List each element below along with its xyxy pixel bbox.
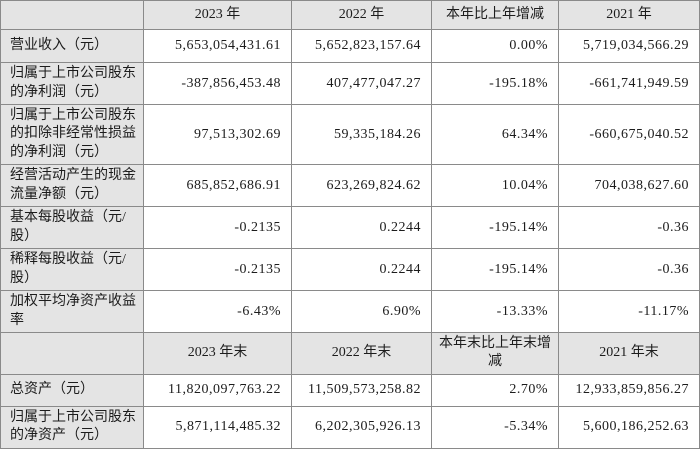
table-row-operating-cash-flow: 经营活动产生的现金流量净额（元） 685,852,686.91 623,269,… <box>0 164 700 208</box>
value-2023: 5,653,054,431.61 <box>143 29 292 63</box>
value-2023: -6.43% <box>143 290 292 334</box>
value-2022: 623,269,824.62 <box>291 164 432 208</box>
table-row-net-assets: 归属于上市公司股东的净资产（元） 5,871,114,485.32 6,202,… <box>0 405 700 449</box>
value-2023: 97,513,302.69 <box>143 103 292 166</box>
column-header-2022: 2022 年 <box>291 0 432 30</box>
value-change: -195.14% <box>431 206 559 250</box>
value-2022: 6.90% <box>291 290 432 334</box>
value-change: -13.33% <box>431 290 559 334</box>
period-end-header-row: 2023 年末 2022 年末 本年末比上年末增减 2021 年末 <box>0 332 700 375</box>
table-row-basic-eps: 基本每股收益（元/股） -0.2135 0.2244 -195.14% -0.3… <box>0 206 700 250</box>
table-row-total-assets: 总资产（元） 11,820,097,763.22 11,509,573,258.… <box>0 373 700 407</box>
value-2023: 685,852,686.91 <box>143 164 292 208</box>
table-row-revenue: 营业收入（元） 5,653,054,431.61 5,652,823,157.6… <box>0 29 700 63</box>
value-2021: 12,933,859,856.27 <box>558 373 700 407</box>
column-header-2023-end: 2023 年末 <box>143 332 292 375</box>
value-2021: 5,600,186,252.63 <box>558 405 700 449</box>
row-label: 稀释每股收益（元/股） <box>0 248 144 292</box>
value-change: 0.00% <box>431 29 559 63</box>
value-2021: -661,741,949.59 <box>558 62 700 105</box>
value-2021: -11.17% <box>558 290 700 334</box>
value-2022: 5,652,823,157.64 <box>291 29 432 63</box>
table-row-net-profit-excl-nonrecurring: 归属于上市公司股东的扣除非经常性损益的净利润（元） 97,513,302.69 … <box>0 103 700 166</box>
column-header-yoy-change: 本年比上年增减 <box>431 0 559 30</box>
row-label: 归属于上市公司股东的净利润（元） <box>0 62 144 105</box>
value-2021: -660,675,040.52 <box>558 103 700 166</box>
row-label: 归属于上市公司股东的扣除非经常性损益的净利润（元） <box>0 103 144 166</box>
table-row-weighted-avg-roe: 加权平均净资产收益率 -6.43% 6.90% -13.33% -11.17% <box>0 290 700 334</box>
corner-cell <box>0 332 144 375</box>
value-change: -5.34% <box>431 405 559 449</box>
annual-header-row: 2023 年 2022 年 本年比上年增减 2021 年 <box>0 0 700 30</box>
value-change: -195.14% <box>431 248 559 292</box>
value-change: 2.70% <box>431 373 559 407</box>
value-2021: -0.36 <box>558 248 700 292</box>
table-row-diluted-eps: 稀释每股收益（元/股） -0.2135 0.2244 -195.14% -0.3… <box>0 248 700 292</box>
value-2021: -0.36 <box>558 206 700 250</box>
column-header-2021-end: 2021 年末 <box>558 332 700 375</box>
row-label: 总资产（元） <box>0 373 144 407</box>
value-2022: 59,335,184.26 <box>291 103 432 166</box>
value-2023: -387,856,453.48 <box>143 62 292 105</box>
value-2023: -0.2135 <box>143 248 292 292</box>
value-2023: 11,820,097,763.22 <box>143 373 292 407</box>
value-2021: 5,719,034,566.29 <box>558 29 700 63</box>
row-label: 经营活动产生的现金流量净额（元） <box>0 164 144 208</box>
value-2022: 11,509,573,258.82 <box>291 373 432 407</box>
column-header-2021: 2021 年 <box>558 0 700 30</box>
corner-cell <box>0 0 144 30</box>
value-2023: -0.2135 <box>143 206 292 250</box>
value-2022: 6,202,305,926.13 <box>291 405 432 449</box>
value-change: -195.18% <box>431 62 559 105</box>
value-2023: 5,871,114,485.32 <box>143 405 292 449</box>
column-header-2022-end: 2022 年末 <box>291 332 432 375</box>
value-2021: 704,038,627.60 <box>558 164 700 208</box>
column-header-yoy-end-change: 本年末比上年末增减 <box>431 332 559 375</box>
table-row-net-profit: 归属于上市公司股东的净利润（元） -387,856,453.48 407,477… <box>0 62 700 105</box>
value-2022: 0.2244 <box>291 206 432 250</box>
row-label: 归属于上市公司股东的净资产（元） <box>0 405 144 449</box>
row-label: 营业收入（元） <box>0 29 144 63</box>
value-change: 10.04% <box>431 164 559 208</box>
value-change: 64.34% <box>431 103 559 166</box>
row-label: 基本每股收益（元/股） <box>0 206 144 250</box>
value-2022: 407,477,047.27 <box>291 62 432 105</box>
row-label: 加权平均净资产收益率 <box>0 290 144 334</box>
value-2022: 0.2244 <box>291 248 432 292</box>
column-header-2023: 2023 年 <box>143 0 292 30</box>
